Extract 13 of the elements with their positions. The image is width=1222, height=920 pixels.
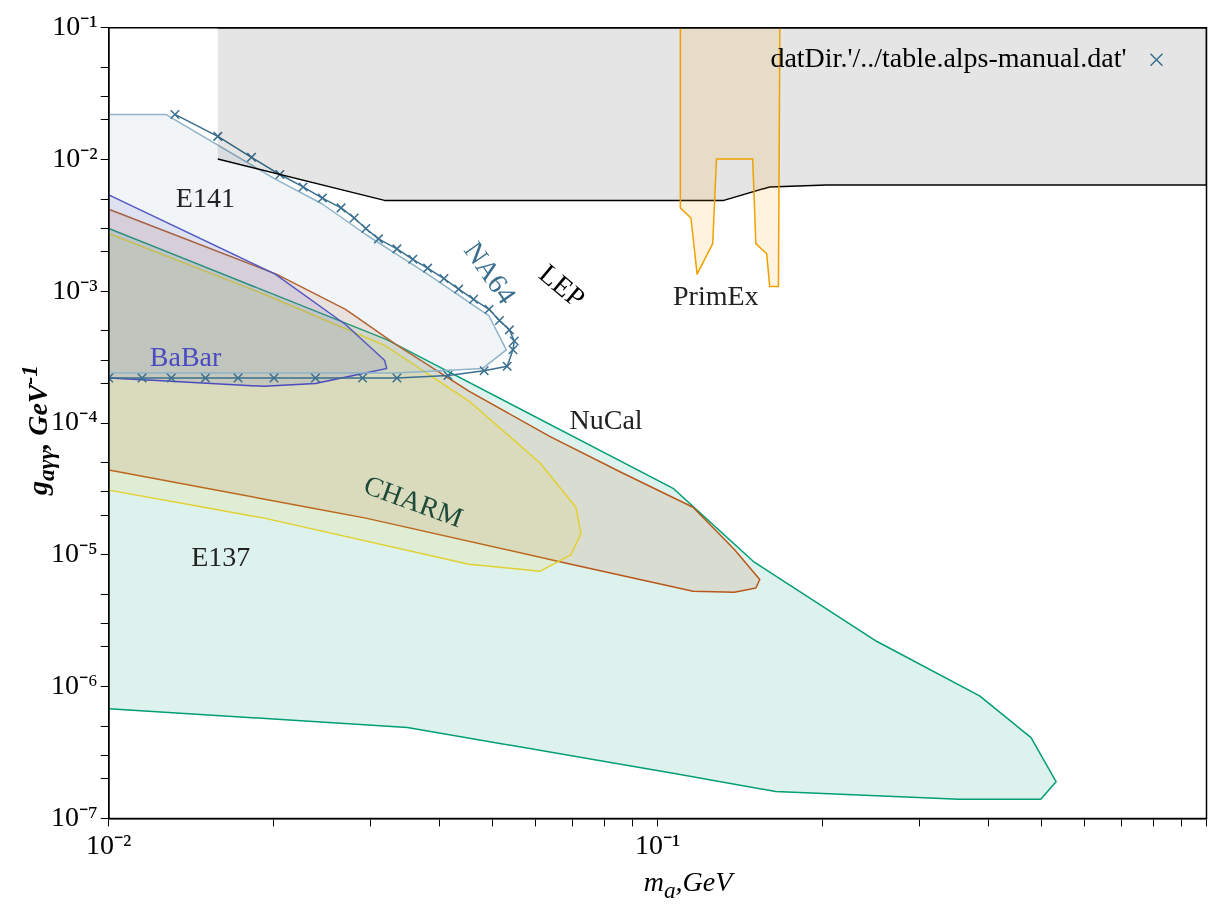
y-tick-label: 10⁻⁶ [51,668,98,700]
y-tick-label: 10⁻² [52,141,98,173]
x-axis-title: m$_{a}$,GeV [642,866,736,904]
y-tick-label: 10⁻⁵ [51,537,98,569]
annotation: NuCal [569,403,643,435]
y-tick-label: 10⁻³ [52,273,98,305]
annotation: BaBar [149,340,223,372]
annotation: PrimEx [673,279,759,311]
y-tick-label: 10⁻⁷ [51,800,98,832]
annotation: E141 [175,181,235,213]
annotation: E137 [191,541,251,573]
y-tick-label: 10⁻¹ [52,10,98,42]
annotation: LEP [533,257,592,314]
